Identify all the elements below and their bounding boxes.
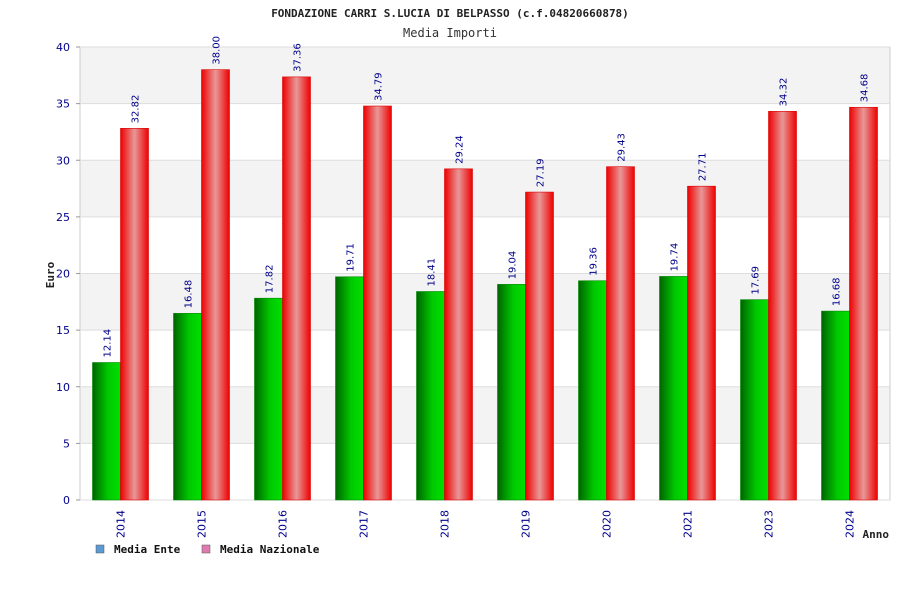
value-label: 17.69 xyxy=(751,266,762,295)
value-label: 37.36 xyxy=(293,43,304,72)
bar-media-ente xyxy=(821,310,850,501)
bar-media-ente xyxy=(578,280,607,501)
x-tick-label: 2023 xyxy=(763,510,776,538)
bar-media-nazionale xyxy=(687,185,716,501)
bar-media-ente xyxy=(416,291,445,501)
x-tick-label: 2018 xyxy=(439,510,452,538)
bar-media-nazionale xyxy=(120,128,149,501)
x-tick-label: 2014 xyxy=(115,510,128,538)
x-tick-label: 2016 xyxy=(277,510,290,538)
chart-title: FONDAZIONE CARRI S.LUCIA DI BELPASSO (c.… xyxy=(271,7,629,20)
value-label: 16.68 xyxy=(832,277,843,306)
bar-media-ente xyxy=(740,299,769,501)
value-label: 18.41 xyxy=(427,258,438,287)
bar-media-nazionale xyxy=(444,168,473,501)
bar-media-nazionale xyxy=(525,191,554,501)
value-label: 17.82 xyxy=(265,265,276,294)
y-tick-label: 30 xyxy=(56,154,70,167)
value-label: 34.32 xyxy=(779,78,790,107)
x-tick-label: 2024 xyxy=(844,510,857,538)
y-axis-ticks: 0 5 10 15 20 25 30 35 40 xyxy=(56,41,80,507)
legend-swatch xyxy=(95,544,105,554)
x-tick-label: 2019 xyxy=(520,510,533,538)
y-tick-label: 25 xyxy=(56,211,70,224)
bar-media-nazionale xyxy=(768,111,797,501)
legend-swatch xyxy=(201,544,211,554)
value-label: 16.48 xyxy=(184,280,195,309)
x-tick-label: 2015 xyxy=(196,510,209,538)
value-label: 27.19 xyxy=(536,158,547,187)
y-tick-label: 5 xyxy=(63,437,70,450)
value-label: 29.24 xyxy=(455,135,466,164)
y-tick-label: 40 xyxy=(56,41,70,54)
bar-media-ente xyxy=(92,362,121,501)
bar-media-nazionale xyxy=(201,69,230,501)
value-label: 19.71 xyxy=(346,243,357,272)
legend-label: Media Ente xyxy=(114,543,181,556)
value-label: 19.36 xyxy=(589,247,600,276)
value-label: 19.04 xyxy=(508,251,519,280)
value-label: 32.82 xyxy=(131,95,142,124)
y-tick-label: 10 xyxy=(56,381,70,394)
value-label: 34.68 xyxy=(860,74,871,103)
value-label: 12.14 xyxy=(103,329,114,358)
bar-media-ente xyxy=(497,284,526,501)
y-tick-label: 35 xyxy=(56,98,70,111)
bar-media-nazionale xyxy=(282,76,311,501)
value-labels: 12.14 32.82 16.48 38.00 17.82 37.36 19.71 34.79… xyxy=(103,36,871,358)
bar-media-ente xyxy=(173,313,202,501)
value-label: 38.00 xyxy=(212,36,223,65)
x-axis-label: Anno xyxy=(863,528,890,541)
value-label: 27.71 xyxy=(698,153,709,182)
bar-media-ente xyxy=(254,297,283,501)
bars xyxy=(92,69,878,501)
legend: Media Ente Media Nazionale xyxy=(95,543,320,556)
x-tick-label: 2017 xyxy=(358,510,371,538)
y-tick-label: 15 xyxy=(56,324,70,337)
bar-media-ente xyxy=(659,276,688,501)
y-tick-label: 0 xyxy=(63,494,70,507)
bar-media-nazionale xyxy=(849,106,878,501)
x-tick-label: 2021 xyxy=(682,510,695,538)
x-tick-label: 2020 xyxy=(601,510,614,538)
value-label: 29.43 xyxy=(617,133,628,162)
bar-media-ente xyxy=(335,276,364,501)
legend-label: Media Nazionale xyxy=(220,543,320,556)
y-axis-label: Euro xyxy=(44,261,57,288)
bar-media-nazionale xyxy=(363,105,392,501)
bar-media-nazionale xyxy=(606,166,635,501)
value-label: 19.74 xyxy=(670,243,681,272)
x-axis-ticks: 2014 2015 2016 2017 2018 2019 2020 2021 2023 2024 xyxy=(115,510,857,538)
chart-subtitle: Media Importi xyxy=(403,26,497,40)
value-label: 34.79 xyxy=(374,72,385,101)
y-tick-label: 20 xyxy=(56,268,70,281)
